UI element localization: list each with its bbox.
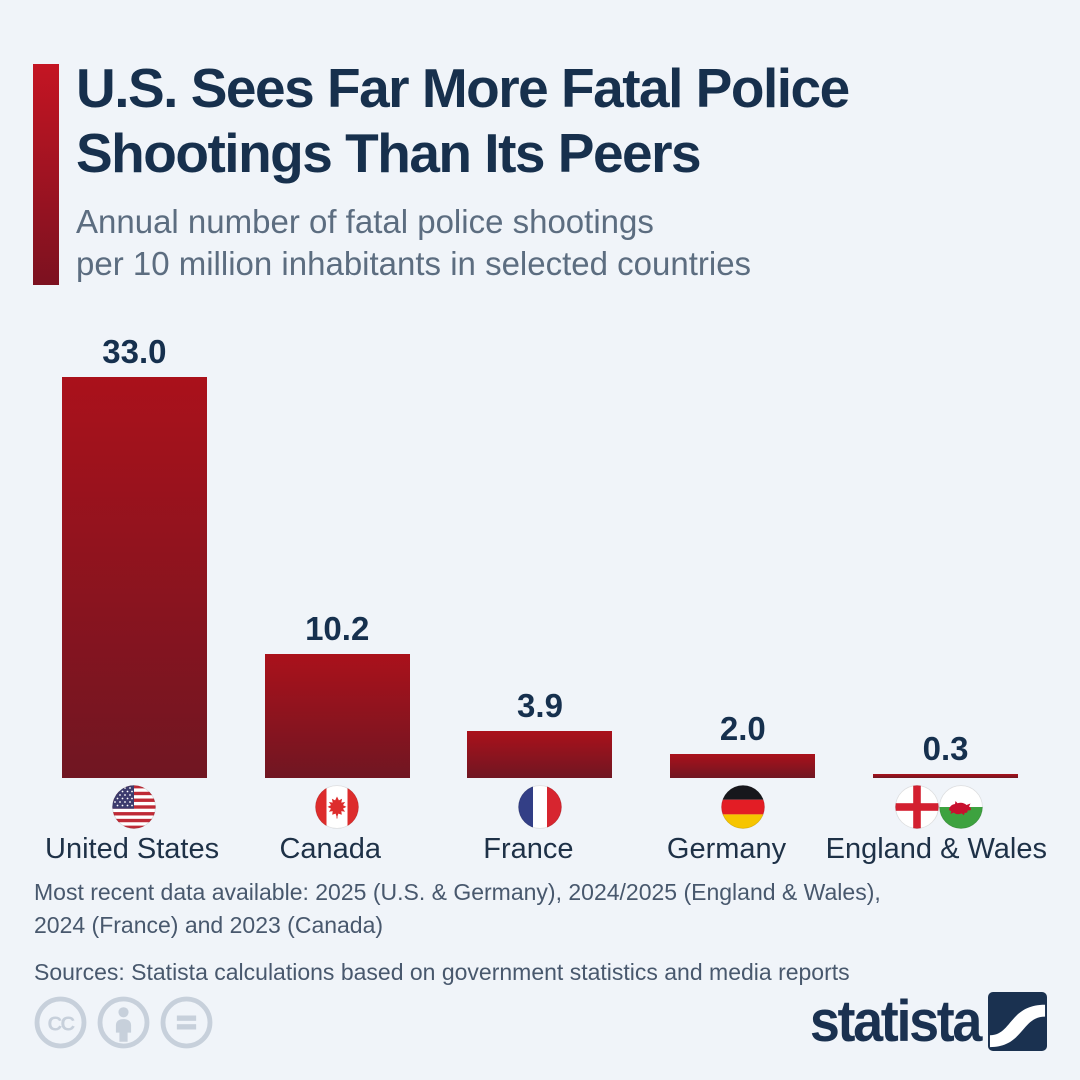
bar-column-canada: 10.2	[236, 610, 439, 778]
value-label: 33.0	[102, 333, 167, 370]
category-label-united-states: United States	[45, 833, 220, 865]
subtitle-line-2: per 10 million inhabitants in selected c…	[76, 245, 752, 283]
footnotes: Most recent data available: 2025 (U.S. &…	[34, 876, 1050, 989]
flag-cell-canada	[236, 785, 439, 831]
bar-canada: 10.2	[264, 610, 410, 778]
flag-cell-england-wales	[844, 785, 1047, 831]
flag-cell-france	[439, 785, 642, 831]
category-label-england-wales: England & Wales	[825, 833, 1048, 865]
data-note-line-2: 2024 (France) and 2023 (Canada)	[34, 912, 384, 938]
cc-icon: CC	[34, 996, 87, 1049]
canada-flag-icon	[315, 785, 359, 829]
data-note-line-1: Most recent data available: 2025 (U.S. &…	[34, 879, 881, 905]
chart-subtitle: Annual number of fatal police shootings …	[76, 201, 1050, 285]
equal-sign-icon	[160, 996, 213, 1049]
bar-france: 3.9	[467, 687, 613, 778]
bar-column-england-wales: 0.3	[844, 730, 1047, 778]
value-label: 3.9	[517, 687, 563, 724]
statista-logo-mark-icon	[988, 992, 1047, 1051]
statista-wordmark: statista	[809, 989, 983, 1054]
france-flag-icon	[518, 785, 562, 829]
bars-row: 33.0 10.2 3.9 2.0 0.3	[33, 333, 1047, 778]
value-label: 10.2	[305, 610, 370, 647]
category-label-germany: Germany	[666, 833, 787, 865]
bar-england-wales: 0.3	[873, 730, 1019, 778]
england-flag-icon	[894, 785, 939, 829]
wales-flag-icon	[938, 785, 983, 829]
title-accent-bar	[33, 64, 59, 285]
attribution-person-icon	[97, 996, 150, 1049]
us-flag-icon	[112, 785, 157, 829]
bar-column-united-states: 33.0	[33, 333, 236, 778]
category-label-france: France	[483, 833, 574, 865]
value-label: 2.0	[719, 710, 766, 747]
statista-logo: statista	[797, 988, 1047, 1055]
category-labels-row: United States Canada France Germany Engl…	[33, 833, 1047, 866]
flag-cell-united-states	[33, 785, 236, 831]
license-icons: CC	[34, 996, 213, 1049]
title-line-1: U.S. Sees Far More Fatal Police	[76, 57, 850, 119]
header: U.S. Sees Far More Fatal Police Shooting…	[76, 56, 1050, 285]
category-label-canada: Canada	[279, 833, 382, 865]
subtitle-line-1: Annual number of fatal police shootings	[76, 202, 654, 240]
bar-germany: 2.0	[670, 710, 816, 778]
england-wales-flag-pair	[894, 785, 983, 829]
title-line-2: Shootings Than Its Peers	[76, 121, 702, 184]
bar-united-states: 33.0	[61, 333, 207, 778]
bar-column-germany: 2.0	[641, 710, 844, 778]
bar-chart: 33.0 10.2 3.9 2.0 0.3	[33, 333, 1047, 866]
flag-cell-germany	[641, 785, 844, 831]
bar-column-france: 3.9	[439, 687, 642, 778]
page-title: U.S. Sees Far More Fatal Police Shooting…	[76, 56, 1050, 186]
sources-note: Sources: Statista calculations based on …	[34, 959, 850, 985]
svg-text:CC: CC	[48, 1012, 76, 1035]
flags-row	[33, 785, 1047, 831]
value-label: 0.3	[922, 730, 969, 767]
germany-flag-icon	[720, 785, 765, 829]
